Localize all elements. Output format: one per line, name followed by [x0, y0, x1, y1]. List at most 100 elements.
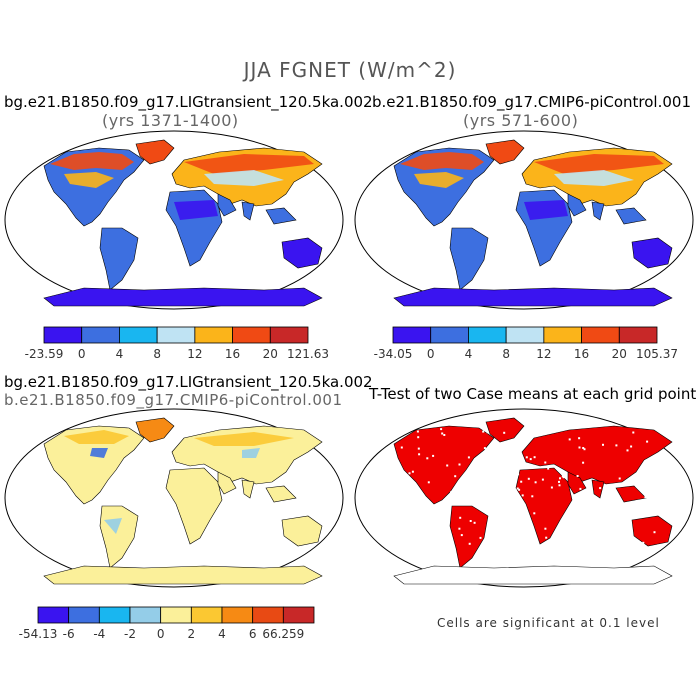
- colorbar-tick-label: 4: [465, 347, 473, 361]
- colorbar-tick-label: 0: [427, 347, 435, 361]
- non-significant-cell: [533, 456, 536, 459]
- non-significant-cell: [599, 487, 602, 490]
- non-significant-cell: [426, 457, 429, 460]
- panel-3-map: [4, 408, 344, 588]
- non-significant-cell: [520, 438, 523, 441]
- non-significant-cell: [419, 546, 421, 549]
- shading-patch: [204, 170, 284, 186]
- colorbar-swatch: [468, 326, 507, 344]
- non-significant-cell: [417, 447, 420, 450]
- landmass-eurasia: [521, 425, 673, 485]
- non-significant-cell: [492, 470, 495, 472]
- landmass-greenland: [135, 417, 175, 443]
- non-significant-cell: [602, 443, 604, 446]
- colorbar-swatch: [282, 606, 315, 624]
- colorbar-tick-label: 16: [574, 347, 589, 361]
- world-map: [354, 408, 694, 588]
- non-significant-cell: [544, 461, 547, 464]
- colorbar-tick-label: -4: [93, 627, 105, 641]
- non-significant-cell: [484, 470, 487, 473]
- panel-1-title: bg.e21.B1850.f09_g17.LIGtransient_120.5k…: [4, 93, 373, 111]
- landmass-namerica: [43, 425, 145, 505]
- world-map: [4, 130, 344, 310]
- non-significant-cell: [441, 432, 444, 435]
- panel-1-map: [4, 130, 344, 310]
- landmass-seasia: [615, 207, 647, 225]
- panel-2-title: b.e21.B1850.f09_g17.CMIP6-piControl.001: [372, 93, 691, 111]
- non-significant-cell: [416, 430, 419, 433]
- colorbar-tick-label: 4: [116, 347, 124, 361]
- non-significant-cell: [396, 518, 399, 521]
- non-significant-cell: [402, 500, 405, 502]
- non-significant-cell: [661, 467, 664, 469]
- non-significant-cell: [411, 517, 413, 519]
- colorbar-swatch: [81, 326, 120, 344]
- non-significant-cell: [472, 486, 475, 489]
- non-significant-cell: [634, 544, 637, 547]
- colorbar-tick-label: -6: [63, 627, 75, 641]
- non-significant-cell: [441, 546, 444, 549]
- non-significant-cell: [450, 491, 452, 494]
- non-significant-cell: [467, 456, 470, 459]
- non-significant-cell: [642, 477, 645, 480]
- non-significant-cell: [603, 504, 606, 507]
- landmass-india: [591, 201, 605, 221]
- colorbar-tick-label: 0: [157, 627, 165, 641]
- landmass-arabia: [567, 193, 587, 217]
- landmass-antarctica: [43, 565, 323, 585]
- shading-patch: [104, 518, 122, 534]
- non-significant-cell: [482, 430, 485, 433]
- colorbar-tick-label: -23.59: [25, 347, 64, 361]
- figure-title: JJA FGNET (W/m^2): [243, 58, 457, 82]
- non-significant-cell: [403, 474, 406, 477]
- non-significant-cell: [578, 446, 581, 449]
- non-significant-cell: [579, 487, 582, 490]
- colorbar-tick-label: 6: [249, 627, 257, 641]
- non-significant-cell: [418, 453, 421, 456]
- non-significant-cell: [561, 475, 564, 478]
- landmass-antarctica: [393, 565, 673, 585]
- landmass-samerica: [449, 227, 489, 291]
- non-significant-cell: [592, 511, 594, 514]
- non-significant-cell: [657, 544, 659, 547]
- non-significant-cell: [437, 520, 439, 523]
- non-significant-cell: [663, 501, 666, 504]
- shading-patch: [524, 200, 568, 220]
- shading-patch: [400, 152, 484, 170]
- non-significant-cell: [511, 494, 514, 496]
- non-significant-cell: [429, 523, 431, 526]
- non-significant-cell: [642, 541, 645, 544]
- non-significant-cell: [415, 533, 418, 536]
- non-significant-cell: [647, 509, 650, 512]
- non-significant-cell: [644, 496, 647, 499]
- landmass-antarctica: [393, 287, 673, 307]
- non-significant-cell: [524, 546, 527, 549]
- colorbar-swatch: [269, 326, 309, 344]
- non-significant-cell: [618, 477, 621, 480]
- non-significant-cell: [545, 536, 548, 539]
- non-significant-cell: [518, 455, 521, 458]
- non-significant-cell: [582, 461, 585, 464]
- non-significant-cell: [507, 454, 510, 457]
- non-significant-cell: [549, 430, 552, 433]
- colorbar-tick-label: 20: [612, 347, 627, 361]
- non-significant-cell: [411, 470, 414, 473]
- non-significant-cell: [522, 544, 525, 546]
- colorbar-tick-label: 8: [153, 347, 161, 361]
- shading-patch: [90, 448, 108, 458]
- landmass-australia: [631, 237, 673, 269]
- colorbar-swatch: [68, 606, 100, 624]
- non-significant-cell: [529, 458, 532, 461]
- non-significant-cell: [396, 471, 398, 474]
- non-significant-cell: [546, 546, 549, 549]
- non-significant-cell: [473, 521, 476, 524]
- non-significant-cell: [661, 450, 664, 453]
- landmass-seasia: [265, 207, 297, 225]
- non-significant-cell: [547, 467, 550, 470]
- non-significant-cell: [518, 488, 521, 491]
- colorbar-swatch: [392, 326, 432, 344]
- non-significant-cell: [416, 539, 419, 542]
- non-significant-cell: [458, 503, 461, 506]
- non-significant-cell: [400, 446, 403, 449]
- non-significant-cell: [606, 506, 609, 509]
